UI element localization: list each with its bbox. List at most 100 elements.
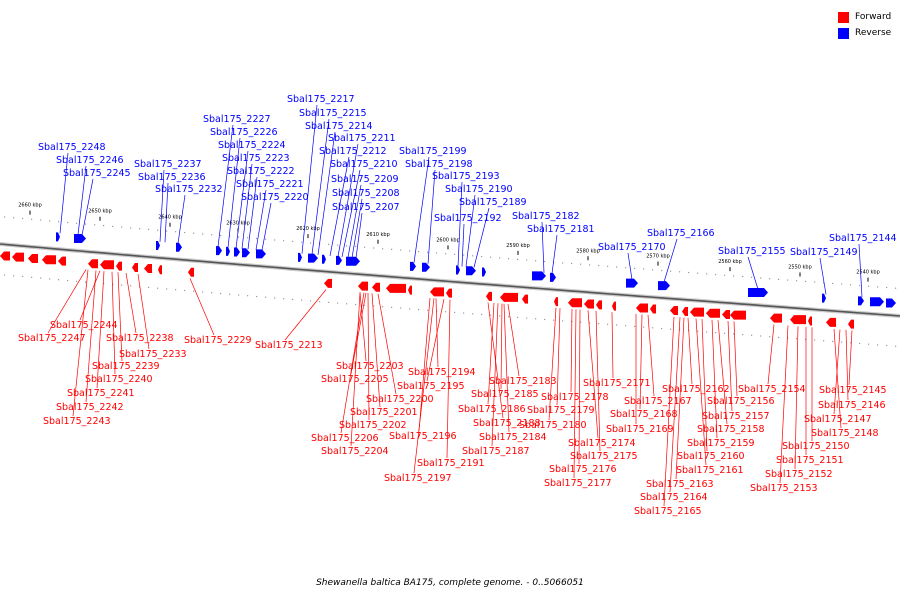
gene-label: Sbal175_2175 [570, 451, 638, 462]
track-dot [805, 280, 807, 282]
reverse-gene [74, 233, 86, 243]
gene-label: Sbal175_2240 [85, 374, 153, 385]
gene-label: Sbal175_2189 [459, 197, 527, 208]
track-dot [373, 247, 375, 249]
track-dot [490, 256, 492, 258]
track-dot [130, 285, 132, 287]
track-dot [337, 244, 339, 246]
track-dot [697, 272, 699, 274]
legend-item-reverse[interactable]: Reverse [838, 25, 891, 41]
forward-gene [42, 255, 56, 265]
track-dot [715, 332, 717, 334]
forward-gene [408, 285, 412, 295]
tick-label: 2660 kbp [18, 203, 42, 209]
track-dot [742, 334, 744, 336]
track-dot [544, 260, 546, 263]
reverse-gene [256, 249, 266, 259]
gene-label: Sbal175_2205 [321, 374, 389, 385]
gene-label: Sbal175_2246 [56, 155, 124, 166]
gene-label: Sbal175_2190 [445, 184, 513, 195]
gene-label: Sbal175_2247 [18, 333, 86, 344]
leader-line [241, 163, 253, 249]
leader-line [177, 194, 186, 244]
track-dot [814, 281, 816, 283]
track-dot [454, 253, 456, 255]
track-dot [256, 237, 258, 240]
leader-line [663, 238, 678, 283]
track-dot [751, 276, 753, 278]
track-dot [67, 279, 69, 282]
gene-label: Sbal175_2152 [765, 469, 833, 480]
track-dot [616, 266, 618, 268]
reverse-gene [886, 298, 896, 308]
leader-line [587, 310, 599, 439]
track-dot [724, 332, 726, 334]
track-dot [733, 333, 735, 335]
reverse-gene [748, 287, 768, 297]
gene-label: Sbal175_2145 [819, 385, 887, 396]
leader-line [350, 292, 361, 447]
gene-label: Sbal175_2155 [718, 246, 786, 257]
gene-label: Sbal175_2153 [750, 483, 818, 494]
reverse-gene [234, 247, 240, 257]
leader-line [461, 223, 465, 267]
reverse-gene [822, 293, 826, 303]
legend-item-forward[interactable]: Forward [838, 9, 891, 25]
reverse-gene [242, 248, 250, 258]
reverse-gene [56, 232, 60, 242]
forward-gene [324, 278, 332, 288]
leader-line [59, 152, 69, 234]
track-dot [229, 235, 231, 237]
gene-label: Sbal175_2178 [541, 392, 609, 403]
forward-gene [28, 253, 38, 263]
reverse-gene [298, 252, 302, 262]
track-dot [283, 240, 285, 242]
leader-line [317, 131, 336, 255]
gene-label: Sbal175_2245 [63, 168, 131, 179]
leader-line [217, 124, 234, 247]
track-dot [859, 342, 861, 345]
backbone-line [0, 243, 900, 317]
track-dot [58, 279, 60, 281]
track-dot [481, 313, 483, 316]
gene-label: Sbal175_2232 [155, 184, 223, 195]
track-dot [373, 305, 375, 307]
leader-line [491, 303, 499, 447]
reverse-gene [410, 261, 416, 271]
track-dot [787, 279, 789, 281]
tick-label: 2590 kbp [506, 243, 530, 249]
reverse-gene [456, 265, 460, 275]
track-dot [202, 291, 204, 293]
leader-line [487, 302, 495, 405]
track-dot [76, 222, 78, 224]
reverse-gene [308, 253, 318, 263]
leader-line [747, 256, 759, 290]
track-dot [625, 325, 627, 327]
gene-label: Sbal175_2154 [738, 384, 806, 395]
gene-label: Sbal175_2169 [606, 424, 674, 435]
track-dot [229, 293, 231, 295]
track-dot [742, 276, 744, 278]
forward-gene [188, 267, 194, 277]
leader-line [96, 271, 105, 389]
leader-line [413, 298, 435, 474]
forward-gene [670, 306, 678, 316]
leader-line [663, 316, 675, 507]
leader-line [284, 289, 327, 341]
gene-label: Sbal175_2193 [432, 171, 500, 182]
tick-label: 2550 kbp [788, 264, 812, 270]
track-dot [148, 228, 150, 230]
track-dot [175, 231, 177, 233]
leader-line [311, 118, 330, 255]
tick-label: 2630 kbp [226, 220, 250, 226]
gene-label: Sbal175_2194 [408, 367, 476, 378]
reverse-gene [176, 242, 182, 252]
forward-gene [554, 297, 558, 307]
reverse-gene [226, 246, 230, 256]
leader-line [261, 202, 272, 251]
gene-label: Sbal175_2217 [287, 94, 355, 105]
track-dot [382, 306, 384, 308]
track-dot [400, 307, 402, 309]
track-dot [517, 316, 519, 318]
leader-line [848, 330, 853, 386]
